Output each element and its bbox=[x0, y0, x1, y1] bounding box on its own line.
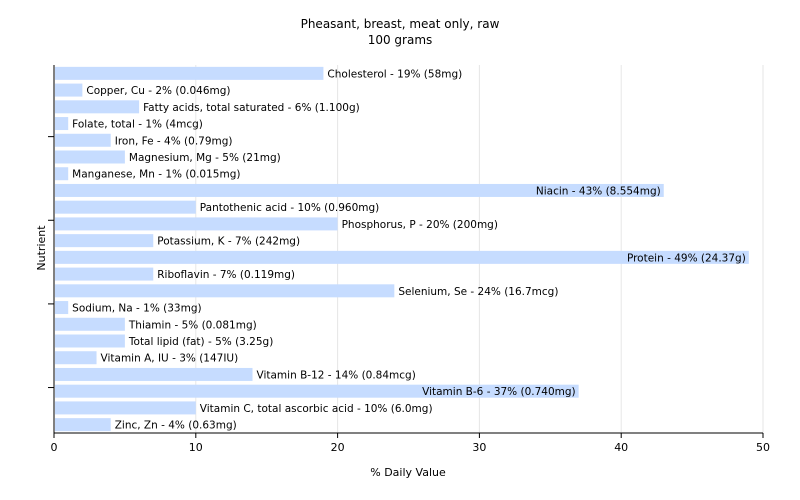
bar-label: Vitamin C, total ascorbic acid - 10% (6.… bbox=[200, 403, 433, 415]
bar bbox=[55, 317, 125, 331]
bar-label: Vitamin A, IU - 3% (147IU) bbox=[101, 353, 239, 365]
axes-group: 0 10 20 30 40 50 bbox=[48, 65, 770, 454]
bar bbox=[55, 167, 69, 181]
bar bbox=[55, 284, 395, 298]
bar bbox=[55, 418, 111, 432]
bar bbox=[55, 301, 69, 315]
bar bbox=[55, 351, 97, 365]
x-tick-label: 10 bbox=[189, 441, 203, 454]
x-tick-label: 40 bbox=[614, 441, 628, 454]
bar bbox=[55, 133, 111, 147]
bar-label: Vitamin B-12 - 14% (0.84mcg) bbox=[257, 369, 416, 381]
bar bbox=[55, 183, 664, 197]
chart-subtitle: 100 grams bbox=[368, 33, 433, 47]
bar-label: Vitamin B-6 - 37% (0.740mg) bbox=[422, 386, 576, 398]
x-tick-label: 50 bbox=[756, 441, 770, 454]
bar bbox=[55, 117, 69, 131]
bar-label: Iron, Fe - 4% (0.79mg) bbox=[115, 135, 233, 147]
x-tick-label: 30 bbox=[472, 441, 486, 454]
bar bbox=[55, 83, 83, 97]
x-tick-label: 0 bbox=[51, 441, 58, 454]
bar-label: Magnesium, Mg - 5% (21mg) bbox=[129, 152, 281, 164]
bar bbox=[55, 384, 579, 398]
bar-label: Manganese, Mn - 1% (0.015mg) bbox=[72, 169, 240, 181]
y-axis-title: Nutrient bbox=[35, 225, 48, 271]
bar-label: Protein - 49% (24.37g) bbox=[627, 252, 746, 264]
bar-label: Total lipid (fat) - 5% (3.25g) bbox=[128, 336, 273, 348]
bar-label: Riboflavin - 7% (0.119mg) bbox=[157, 269, 295, 281]
bar bbox=[55, 66, 324, 80]
bar bbox=[55, 250, 749, 264]
bars-group: Cholesterol - 19% (58mg) Copper, Cu - 2% … bbox=[55, 66, 749, 432]
chart-title: Pheasant, breast, meat only, raw bbox=[301, 17, 500, 31]
bar-label: Fatty acids, total saturated - 6% (1.100… bbox=[143, 102, 360, 114]
bar-label: Selenium, Se - 24% (16.7mcg) bbox=[398, 286, 558, 298]
bar-label: Potassium, K - 7% (242mg) bbox=[157, 236, 300, 248]
bar-label: Copper, Cu - 2% (0.046mg) bbox=[86, 85, 230, 97]
bar bbox=[55, 217, 338, 231]
bar-label: Pantothenic acid - 10% (0.960mg) bbox=[200, 202, 379, 214]
bar bbox=[55, 234, 154, 248]
bar bbox=[55, 200, 196, 214]
bar-label: Niacin - 43% (8.554mg) bbox=[536, 185, 661, 197]
bar bbox=[55, 334, 125, 348]
bar bbox=[55, 150, 125, 164]
bar-label: Phosphorus, P - 20% (200mg) bbox=[342, 219, 498, 231]
bar bbox=[55, 367, 253, 381]
bar-label: Cholesterol - 19% (58mg) bbox=[327, 68, 462, 80]
x-axis-title: % Daily Value bbox=[370, 466, 446, 479]
bar-label: Zinc, Zn - 4% (0.63mg) bbox=[115, 420, 237, 432]
x-tick-label: 20 bbox=[331, 441, 345, 454]
bar-label: Sodium, Na - 1% (33mg) bbox=[72, 303, 201, 315]
bar bbox=[55, 267, 154, 281]
bar-label: Folate, total - 1% (4mcg) bbox=[72, 119, 203, 131]
bar bbox=[55, 401, 196, 415]
bar bbox=[55, 100, 140, 114]
bar-label: Thiamin - 5% (0.081mg) bbox=[128, 319, 257, 331]
